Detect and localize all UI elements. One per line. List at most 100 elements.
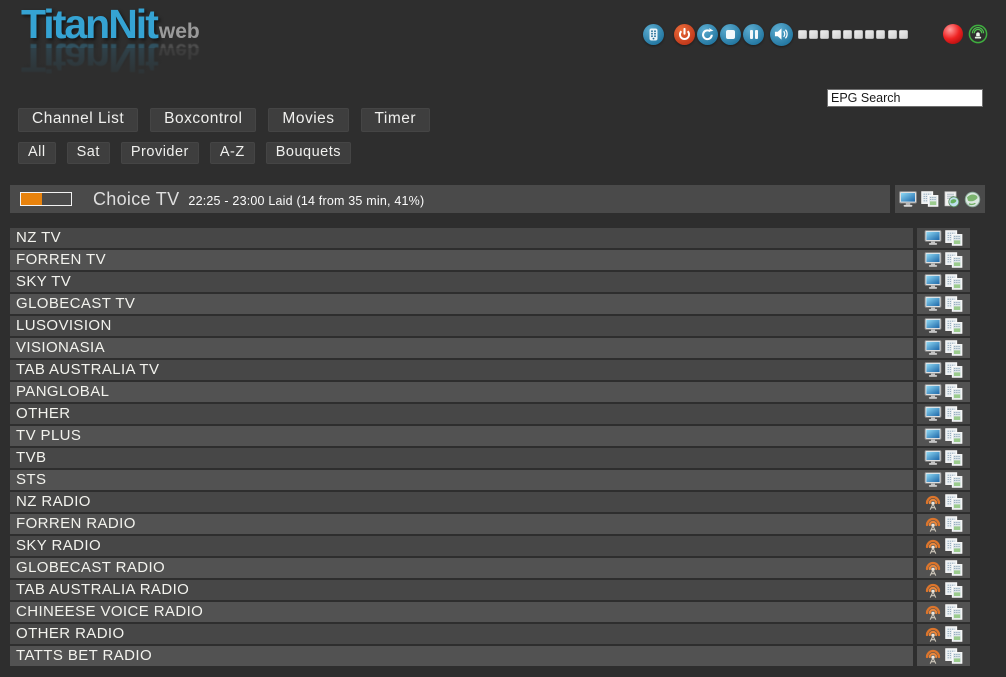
tv-icon[interactable]	[924, 406, 942, 422]
radio-icon[interactable]	[924, 538, 942, 554]
epg-icon[interactable]	[945, 428, 963, 444]
volume-segment[interactable]	[876, 29, 886, 39]
volume-button[interactable]	[770, 22, 793, 46]
tab-channel-list[interactable]: Channel List	[18, 108, 139, 132]
channel-name[interactable]: GLOBECAST TV	[10, 294, 913, 314]
pause-icon	[749, 29, 758, 39]
channel-name[interactable]: NZ RADIO	[10, 492, 913, 512]
tv-icon[interactable]	[924, 318, 942, 334]
channel-row-actions	[917, 646, 970, 666]
epg-icon[interactable]	[945, 296, 963, 312]
epg-icon[interactable]	[945, 472, 963, 488]
channel-name[interactable]: PANGLOBAL	[10, 382, 913, 402]
channel-name[interactable]: OTHER RADIO	[10, 624, 913, 644]
volume-segment[interactable]	[842, 29, 852, 39]
channel-name[interactable]: CHINEESE VOICE RADIO	[10, 602, 913, 622]
tv-icon[interactable]	[924, 274, 942, 290]
volume-segment[interactable]	[831, 29, 841, 39]
channel-row-actions	[917, 316, 970, 336]
channel-name[interactable]: TVB	[10, 448, 913, 468]
channel-name[interactable]: TAB AUSTRALIA TV	[10, 360, 913, 380]
channel-name[interactable]: TV PLUS	[10, 426, 913, 446]
channel-name[interactable]: SKY TV	[10, 272, 913, 292]
channel-name[interactable]: STS	[10, 470, 913, 490]
channel-row-actions	[917, 338, 970, 358]
tab-all[interactable]: All	[18, 142, 56, 164]
tv-icon[interactable]	[924, 362, 942, 378]
radio-icon[interactable]	[924, 560, 942, 576]
channel-name[interactable]: TAB AUSTRALIA RADIO	[10, 580, 913, 600]
channel-name[interactable]: FORREN TV	[10, 250, 913, 270]
radio-icon[interactable]	[924, 648, 942, 664]
web-icon[interactable]	[964, 191, 981, 208]
volume-segment[interactable]	[798, 29, 807, 39]
channel-name[interactable]: NZ TV	[10, 228, 913, 248]
tab-a-z[interactable]: A-Z	[209, 142, 255, 164]
epg-icon[interactable]	[945, 252, 963, 268]
volume-segment[interactable]	[820, 29, 830, 39]
reload-button[interactable]	[697, 23, 718, 45]
record-indicator-icon[interactable]	[942, 24, 963, 44]
tv-icon[interactable]	[924, 252, 942, 268]
channel-name[interactable]: FORREN RADIO	[10, 514, 913, 534]
tab-boxcontrol[interactable]: Boxcontrol	[150, 108, 257, 132]
epg-icon[interactable]	[945, 582, 963, 598]
tv-icon[interactable]	[924, 384, 942, 400]
channel-name[interactable]: SKY RADIO	[10, 536, 913, 556]
epg-icon[interactable]	[921, 191, 939, 207]
now-playing-channel: Choice TV	[93, 188, 180, 209]
tab-provider[interactable]: Provider	[120, 142, 199, 164]
epg-icon[interactable]	[945, 538, 963, 554]
epg-icon[interactable]	[945, 450, 963, 466]
radio-icon[interactable]	[924, 604, 942, 620]
channel-name[interactable]: OTHER	[10, 404, 913, 424]
volume-segment[interactable]	[887, 29, 897, 39]
stop-button[interactable]	[720, 23, 741, 45]
volume-segment[interactable]	[809, 29, 819, 39]
epg-web-icon[interactable]	[943, 190, 960, 208]
volume-segment[interactable]	[865, 29, 875, 39]
tv-icon[interactable]	[924, 296, 942, 312]
tv-icon[interactable]	[924, 450, 942, 466]
tab-timer[interactable]: Timer	[360, 108, 431, 132]
radio-icon[interactable]	[924, 626, 942, 642]
tab-movies[interactable]: Movies	[268, 108, 349, 132]
remote-control-button[interactable]	[643, 23, 664, 45]
tab-bouquets[interactable]: Bouquets	[265, 142, 352, 164]
volume-segment[interactable]	[853, 29, 863, 39]
epg-icon[interactable]	[945, 274, 963, 290]
channel-row: FORREN RADIO	[0, 514, 1006, 534]
epg-icon[interactable]	[945, 318, 963, 334]
volume-segment[interactable]	[898, 29, 908, 39]
epg-icon[interactable]	[945, 406, 963, 422]
power-button[interactable]	[674, 23, 695, 45]
pause-button[interactable]	[743, 23, 764, 45]
epg-icon[interactable]	[945, 384, 963, 400]
stream-icon[interactable]	[968, 24, 988, 44]
epg-icon[interactable]	[945, 626, 963, 642]
tv-icon[interactable]	[924, 428, 942, 444]
tv-icon[interactable]	[924, 472, 942, 488]
epg-icon[interactable]	[945, 560, 963, 576]
tab-sat[interactable]: Sat	[66, 142, 110, 164]
channel-name[interactable]: GLOBECAST RADIO	[10, 558, 913, 578]
epg-icon[interactable]	[945, 230, 963, 246]
channel-name[interactable]: TATTS BET RADIO	[10, 646, 913, 666]
channel-name[interactable]: VISIONASIA	[10, 338, 913, 358]
epg-icon[interactable]	[945, 362, 963, 378]
epg-icon[interactable]	[945, 604, 963, 620]
progress-fill	[21, 193, 42, 205]
epg-icon[interactable]	[945, 494, 963, 510]
tv-icon[interactable]	[924, 340, 942, 356]
channel-name[interactable]: LUSOVISION	[10, 316, 913, 336]
radio-icon[interactable]	[924, 582, 942, 598]
epg-icon[interactable]	[945, 516, 963, 532]
epg-search-input[interactable]	[827, 89, 983, 107]
epg-icon[interactable]	[945, 648, 963, 664]
radio-icon[interactable]	[924, 494, 942, 510]
epg-icon[interactable]	[945, 340, 963, 356]
tv-icon[interactable]	[924, 230, 942, 246]
tv-icon[interactable]	[899, 190, 917, 208]
radio-icon[interactable]	[924, 516, 942, 532]
remote-control-icon	[649, 28, 658, 40]
